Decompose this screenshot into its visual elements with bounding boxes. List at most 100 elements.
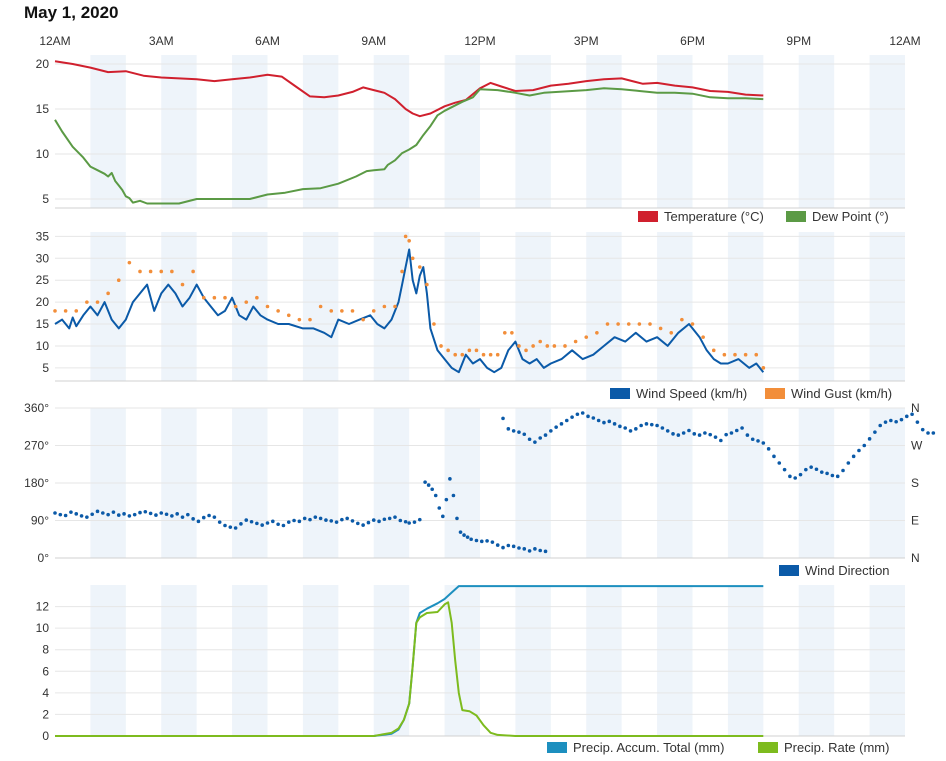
wind-direction-point bbox=[318, 516, 323, 521]
hour-band bbox=[586, 585, 622, 736]
wind-gust-point bbox=[531, 344, 535, 348]
wind-direction-point bbox=[474, 538, 479, 543]
wind-direction-point bbox=[403, 519, 408, 524]
wind-gust-point bbox=[605, 322, 610, 326]
hour-band bbox=[232, 55, 268, 208]
y-tick-label: 360° bbox=[24, 401, 49, 415]
hour-band bbox=[444, 232, 480, 381]
legend-swatch bbox=[547, 742, 567, 753]
hour-band bbox=[657, 585, 693, 736]
wind-direction-point bbox=[920, 427, 925, 432]
wind-direction-point bbox=[724, 432, 728, 437]
wind-gust-point bbox=[417, 265, 422, 269]
wind-direction-point bbox=[734, 428, 739, 433]
wind-direction-point bbox=[448, 477, 452, 481]
wind-direction-point bbox=[334, 520, 339, 524]
hour-band bbox=[302, 585, 339, 736]
y-tick-label: 20 bbox=[36, 295, 50, 309]
y-tick-label: 10 bbox=[36, 621, 50, 635]
wind-direction-point bbox=[607, 419, 612, 424]
wind-direction-point bbox=[426, 483, 431, 487]
wind-gust-point bbox=[524, 348, 528, 353]
wind-gust-point bbox=[223, 295, 227, 300]
time-tick-label: 9PM bbox=[786, 34, 811, 48]
hour-band bbox=[586, 232, 622, 381]
time-tick-label: 6AM bbox=[255, 34, 280, 48]
wind-direction-point bbox=[671, 432, 675, 436]
wind-gust-point bbox=[148, 269, 153, 274]
wind-gust-point bbox=[116, 278, 121, 283]
wind-direction-point bbox=[217, 520, 222, 524]
wind-direction-point bbox=[85, 515, 89, 519]
wind-direction-point bbox=[260, 523, 264, 527]
wind-direction-panel: 0° N 90° E 180° S 270° W 360° N Wind Direction bbox=[24, 401, 936, 578]
wind-direction-point bbox=[522, 432, 527, 437]
wind-direction-point bbox=[444, 497, 449, 502]
hour-band bbox=[161, 55, 197, 208]
legend-item: Temperature (°C) bbox=[638, 209, 764, 224]
wind-gust-point bbox=[637, 322, 642, 326]
wind-direction-point bbox=[745, 433, 750, 437]
hour-band bbox=[90, 585, 126, 736]
wind-direction-point bbox=[692, 432, 697, 436]
wind-direction-point bbox=[207, 513, 211, 518]
legend-swatch bbox=[610, 388, 630, 399]
hour-band bbox=[515, 585, 551, 736]
wind-direction-point bbox=[862, 443, 867, 448]
wind-direction-point bbox=[867, 437, 872, 441]
wind-direction-point bbox=[665, 429, 670, 433]
wind-gust-point bbox=[545, 344, 550, 348]
wind-gust-point bbox=[212, 295, 217, 300]
wind-gust-point bbox=[244, 300, 249, 304]
wind-gust-point bbox=[403, 234, 408, 239]
legend-swatch bbox=[779, 565, 799, 576]
precip-rate-line bbox=[55, 601, 764, 737]
wind-direction-point bbox=[329, 519, 334, 523]
wind-gust-point bbox=[407, 238, 411, 243]
wind-gust-point bbox=[481, 352, 486, 357]
wind-direction-point bbox=[292, 518, 296, 523]
y-tick-label: 12 bbox=[36, 600, 50, 614]
wind-direction-point bbox=[186, 512, 190, 517]
wind-direction-point bbox=[618, 424, 622, 429]
legend-label: Wind Gust (km/h) bbox=[791, 386, 892, 401]
legend-swatch bbox=[786, 211, 806, 222]
hour-band bbox=[373, 585, 410, 736]
wind-direction-point bbox=[772, 454, 776, 459]
wind-gust-point bbox=[382, 304, 387, 309]
time-tick-label: 12AM bbox=[39, 34, 70, 48]
compass-tick-label: W bbox=[911, 439, 923, 453]
wind-direction-point bbox=[69, 510, 73, 514]
wind-direction-point bbox=[458, 530, 463, 534]
wind-direction-point bbox=[469, 537, 473, 542]
wind-direction-point bbox=[233, 526, 238, 530]
wind-direction-point bbox=[122, 512, 126, 516]
time-tick-label: 6PM bbox=[680, 34, 705, 48]
wind-direction-point bbox=[451, 493, 456, 498]
wind-gust-point bbox=[722, 352, 727, 357]
wind-direction-point bbox=[138, 510, 142, 515]
wind-direction-point bbox=[164, 512, 169, 517]
wind-gust-point bbox=[690, 322, 695, 326]
wind-direction-point bbox=[95, 509, 100, 514]
legend-item: Precip. Accum. Total (mm) bbox=[547, 740, 724, 755]
wind-direction-point bbox=[713, 435, 718, 439]
wind-direction-point bbox=[517, 546, 521, 550]
wind-direction-point bbox=[361, 523, 365, 527]
wind-gust-point bbox=[538, 339, 543, 344]
wind-direction-point bbox=[286, 520, 291, 524]
wind-gust-point bbox=[658, 326, 663, 331]
page-title: May 1, 2020 bbox=[24, 3, 119, 22]
y-tick-label: 10 bbox=[36, 147, 50, 161]
wind-gust-point bbox=[371, 309, 376, 313]
wind-gust-point bbox=[626, 322, 631, 326]
hour-band bbox=[232, 585, 268, 736]
wind-direction-point bbox=[191, 517, 195, 521]
wind-gust-point bbox=[439, 344, 443, 348]
wind-direction-point bbox=[857, 448, 861, 453]
hour-band bbox=[444, 55, 480, 208]
wind-gust-point bbox=[74, 309, 79, 313]
hour-band bbox=[798, 232, 835, 381]
wind-direction-point bbox=[697, 433, 702, 437]
